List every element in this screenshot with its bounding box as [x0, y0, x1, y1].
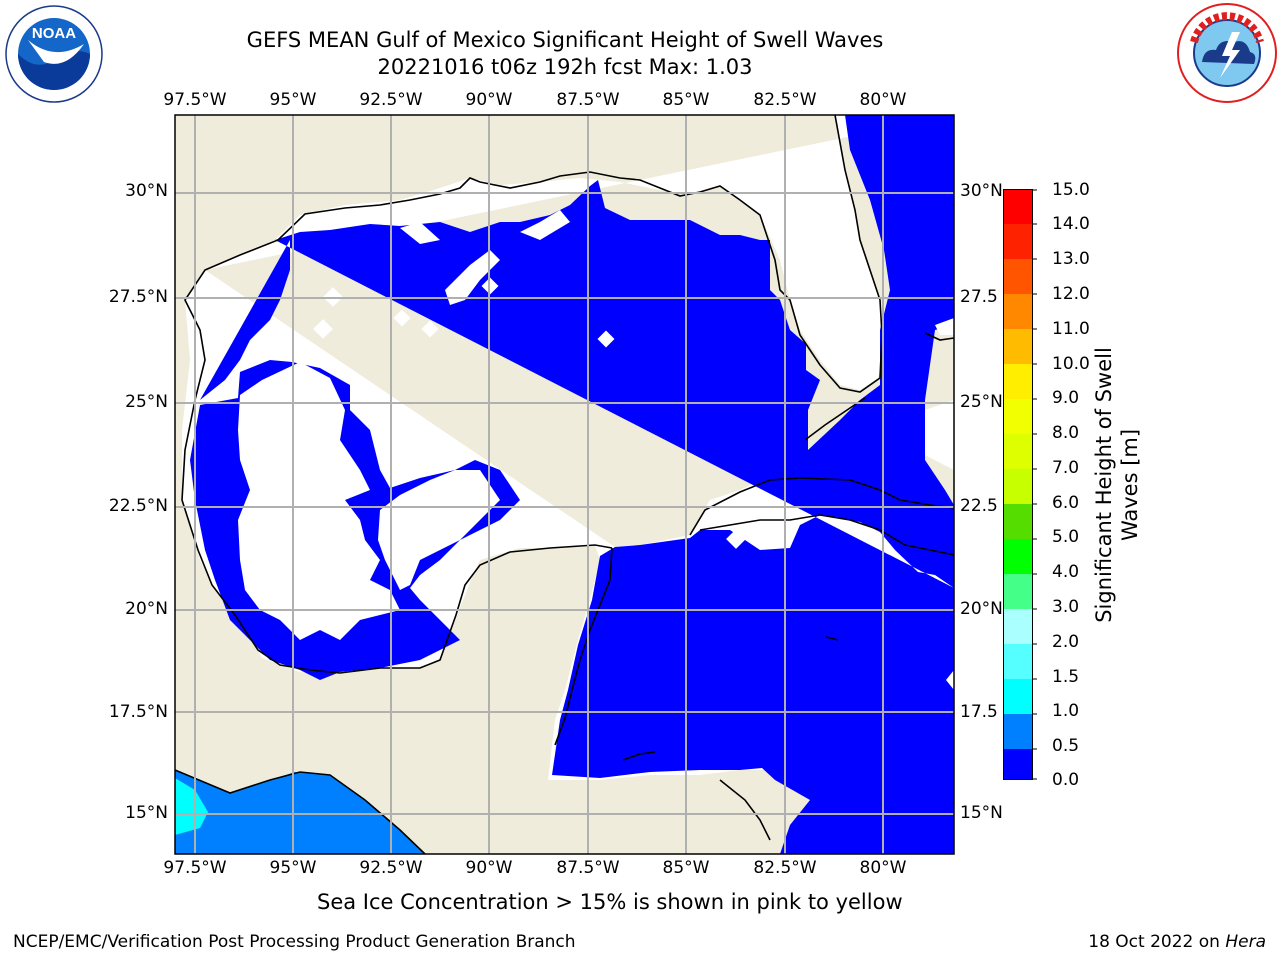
map-title: GEFS MEAN Gulf of Mexico Significant Hei… — [246, 28, 884, 52]
lon-label-top: 95°W — [269, 90, 317, 110]
colorbar-tick: 0.5 — [1052, 736, 1080, 756]
lat-label-left: 27.5°N — [108, 287, 168, 307]
lon-label-bottom: 80°W — [859, 858, 907, 878]
colorbar-tick: 12.0 — [1052, 284, 1090, 304]
map-frame — [174, 114, 955, 855]
swell-field-0-0.5 — [190, 115, 954, 854]
lat-label-right: 27.5 — [960, 287, 998, 307]
lon-label-bottom: 97.5°W — [163, 858, 227, 878]
lat-label-left: 30°N — [125, 181, 168, 201]
lon-label-bottom: 92.5°W — [359, 858, 423, 878]
gridlines — [175, 115, 954, 854]
colorbar-tick: 4.0 — [1052, 562, 1080, 582]
footer-date: 18 Oct 2022 on Hera — [1088, 932, 1266, 952]
lon-label-bottom: 87.5°W — [556, 858, 620, 878]
lat-label-right: 25°N — [960, 392, 1003, 412]
colorbar-tick: 13.0 — [1052, 249, 1090, 269]
lat-label-left: 20°N — [125, 599, 168, 619]
lat-label-left: 17.5°N — [108, 702, 168, 722]
swell-gap-west — [238, 362, 500, 640]
map-subtitle: 20221016 t06z 192h fcst Max: 1.03 — [377, 55, 753, 79]
lon-label-bottom: 82.5°W — [753, 858, 817, 878]
lat-label-right: 30°N — [960, 181, 1003, 201]
colorbar-tick: 15.0 — [1052, 180, 1090, 200]
colorbar-tick: 6.0 — [1052, 493, 1080, 513]
noaa-logo: NOAA — [4, 4, 104, 104]
lat-label-left: 15°N — [125, 803, 168, 823]
footer-host: Hera — [1225, 932, 1266, 952]
swell-gaps — [313, 210, 954, 690]
lat-label-right: 15°N — [960, 803, 1003, 823]
lon-label-top: 82.5°W — [753, 90, 817, 110]
lon-label-top: 85°W — [662, 90, 710, 110]
lon-label-top: 97.5°W — [163, 90, 227, 110]
colorbar-tick: 1.5 — [1052, 667, 1080, 687]
lon-label-bottom: 90°W — [465, 858, 513, 878]
lon-label-top: 80°W — [859, 90, 907, 110]
sea-ice-note: Sea Ice Concentration > 15% is shown in … — [317, 890, 903, 914]
swell-field-1.0-1.5 — [175, 778, 208, 835]
colorbar-tick: 7.0 — [1052, 458, 1080, 478]
colorbar-tick: 2.0 — [1052, 632, 1080, 652]
colorbar-tick: 3.0 — [1052, 597, 1080, 617]
noaa-logo-text: NOAA — [32, 25, 76, 42]
colorbar — [1003, 189, 1037, 780]
colorbar-tick: 14.0 — [1052, 214, 1090, 234]
footer-credit: NCEP/EMC/Verification Post Processing Pr… — [13, 932, 576, 952]
lat-label-right: 17.5 — [960, 702, 998, 722]
footer-date-text: 18 Oct 2022 on — [1088, 932, 1226, 952]
lat-label-right: 22.5 — [960, 496, 998, 516]
lat-label-left: 25°N — [125, 392, 168, 412]
lon-label-top: 90°W — [465, 90, 513, 110]
lat-label-left: 22.5°N — [108, 496, 168, 516]
colorbar-tick: 10.0 — [1052, 354, 1090, 374]
colorbar-tick: 9.0 — [1052, 388, 1080, 408]
colorbar-label-line1: Significant Height of Swell — [1092, 347, 1116, 623]
lat-label-right: 20°N — [960, 599, 1003, 619]
colorbar-tick: 1.0 — [1052, 701, 1080, 721]
colorbar-tick: 11.0 — [1052, 319, 1090, 339]
lon-label-bottom: 85°W — [662, 858, 710, 878]
colorbar-tick: 8.0 — [1052, 423, 1080, 443]
lon-label-top: 87.5°W — [556, 90, 620, 110]
colorbar-tick: 5.0 — [1052, 527, 1080, 547]
nws-logo — [1176, 2, 1278, 104]
colorbar-tick: 0.0 — [1052, 770, 1080, 790]
lon-label-bottom: 95°W — [269, 858, 317, 878]
lon-label-top: 92.5°W — [359, 90, 423, 110]
colorbar-label-line2: Waves [m] — [1118, 428, 1142, 542]
